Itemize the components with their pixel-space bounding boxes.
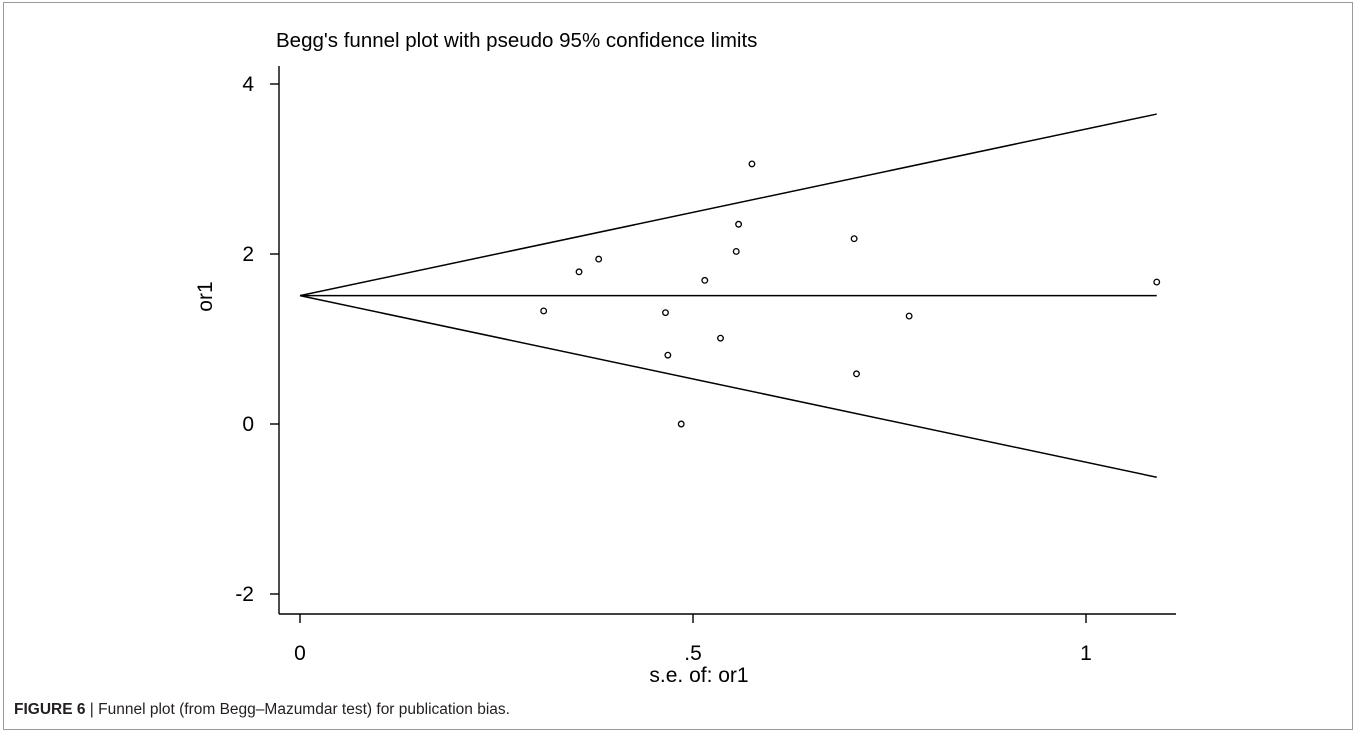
caption-separator: | [85,701,99,718]
x-tick-label: 0 [294,642,306,665]
data-point [540,307,548,315]
funnel-lines [299,113,1157,478]
data-point [701,276,709,284]
figure-label: FIGURE 6 [14,701,86,718]
data-point [732,247,740,255]
caption-text: Funnel plot (from Begg–Mazumdar test) fo… [98,701,510,718]
y-axis-label: or1 [194,281,217,311]
figure-frame [3,2,1353,730]
data-point [905,312,913,320]
chart-title: Begg's funnel plot with pseudo 95% confi… [276,29,757,52]
data-point [1153,278,1161,286]
y-tick-label: 0 [242,413,254,436]
data-point [662,309,669,317]
lower-confidence-limit [299,294,1157,478]
data-point [575,268,583,276]
y-tick-label: 2 [242,243,254,266]
upper-confidence-limit [299,113,1157,297]
x-tick-label: .5 [684,642,702,665]
data-point [717,334,724,342]
y-tick-label: 4 [242,73,254,96]
data-point [677,420,685,428]
funnel-plot: Begg's funnel plot with pseudo 95% confi… [194,29,1176,687]
figure-caption: FIGURE 6 | Funnel plot (from Begg–Mazumd… [14,701,510,719]
data-point [595,255,603,263]
y-tick-label: -2 [235,583,254,606]
x-tick-label: 1 [1080,642,1092,665]
data-points [540,160,1161,428]
axes: -2 0 2 4 0 .5 1 [235,66,1176,665]
data-point [664,351,672,359]
data-point [853,370,860,378]
data-point [735,220,743,228]
x-axis-label: s.e. of: or1 [649,664,748,687]
data-point [850,235,858,243]
data-point [748,160,756,168]
